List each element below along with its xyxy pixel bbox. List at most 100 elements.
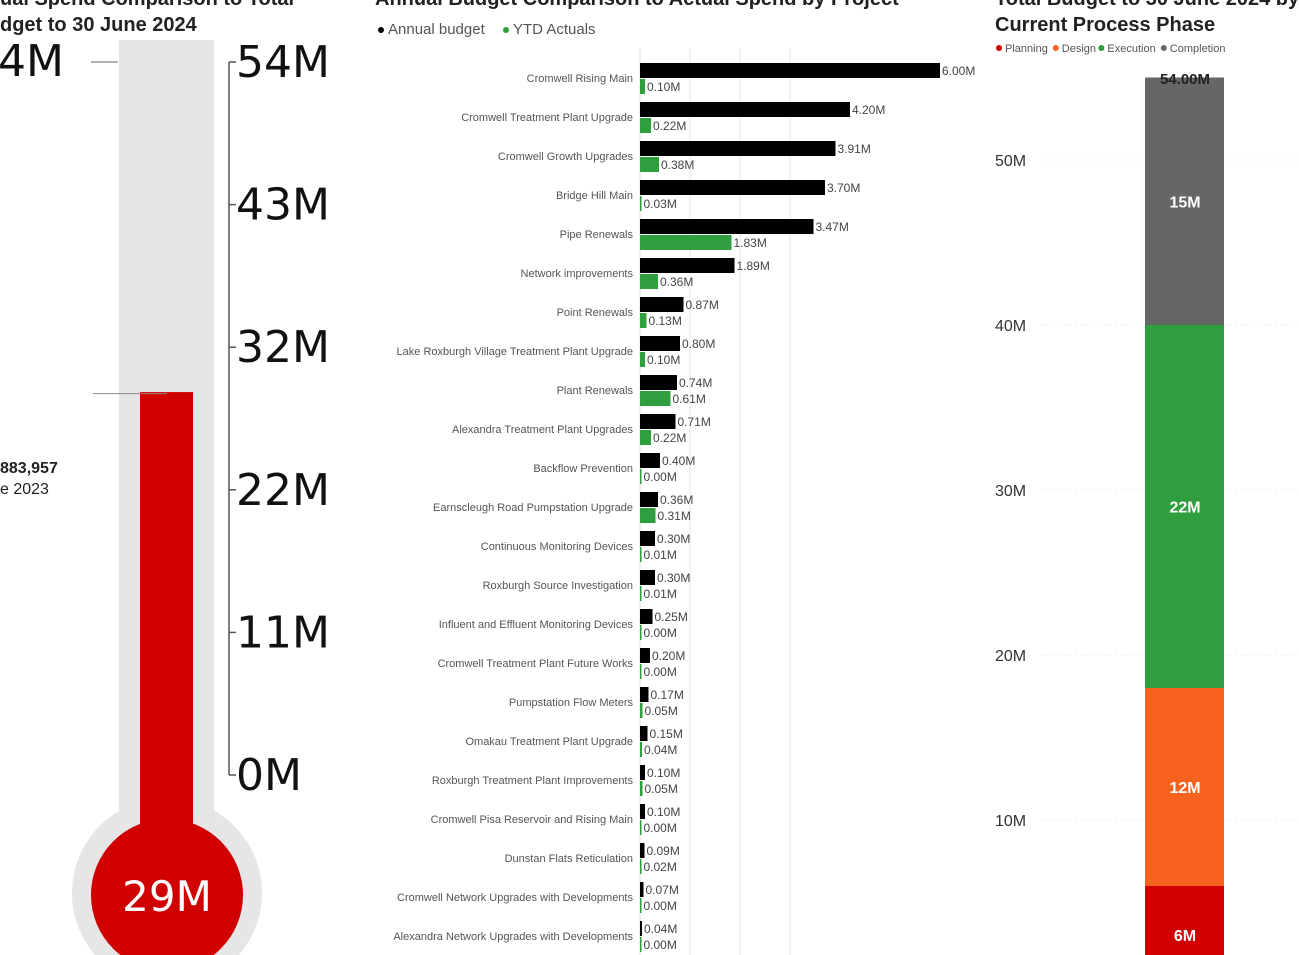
category-label-influent-and-effluent-monitoring-devices: Influent and Effluent Monitoring Devices [439,619,634,631]
value-label-ytd-actuals: 0.38M [661,158,694,172]
bar-annual-budget-cromwell-growth-upgrades [640,141,836,156]
value-label-ytd-actuals: 0.01M [644,587,677,601]
category-label-cromwell-rising-main: Cromwell Rising Main [527,73,633,85]
bar-annual-budget-cromwell-pisa-reservoir-and-rising-main [640,804,645,819]
value-label-annual-budget: 3.47M [816,220,849,234]
value-label-ytd-actuals: 0.05M [645,782,678,796]
legend-label-execution: Execution [1107,43,1155,55]
legend-marker-design [1052,45,1059,51]
category-label-cromwell-treatment-plant-upgrade: Cromwell Treatment Plant Upgrade [461,112,633,124]
value-label-ytd-actuals: 0.36M [660,275,693,289]
bar-ytd-actuals-bridge-hill-main [640,196,642,211]
segment-label-planning: 6M [1174,928,1196,945]
legend-label-design: Design [1062,43,1096,55]
legend-marker-annual-budget [378,27,384,33]
bar-ytd-actuals-roxburgh-treatment-plant-improvements [640,781,643,796]
legend-label-ytd-actuals: YTD Actuals [513,21,596,38]
value-label-ytd-actuals: 0.00M [644,938,677,952]
thermometer-bulb [91,819,243,955]
thermometer-tick-label: 0M [236,750,302,801]
thermometer-tick-label: 22M [236,465,330,516]
segment-label-completion: 15M [1169,194,1200,211]
category-label-cromwell-pisa-reservoir-and-rising-main: Cromwell Pisa Reservoir and Rising Main [431,814,633,826]
value-label-annual-budget: 0.20M [652,649,685,663]
bar-ytd-actuals-pumpstation-flow-meters [640,703,643,718]
bar-ytd-actuals-backflow-prevention [640,469,642,484]
bar-ytd-actuals-cromwell-treatment-plant-upgrade [640,118,651,133]
bar-ytd-actuals-pipe-renewals [640,235,732,250]
segment-execution [1145,325,1224,688]
category-label-point-renewals: Point Renewals [557,307,634,319]
bar-annual-budget-pumpstation-flow-meters [640,687,649,702]
thermometer-value-label: 29M [122,872,212,921]
value-label-ytd-actuals: 0.00M [644,821,677,835]
budget-thermometer-chart: ual Spend Comparison to Total dget to 30… [0,0,330,955]
thermometer-target-label: 4M [0,36,64,87]
category-label-dunstan-flats-reticulation: Dunstan Flats Reticulation [505,853,633,865]
bar-annual-budget-pipe-renewals [640,219,814,234]
bar-ytd-actuals-continuous-monitoring-devices [640,547,642,562]
category-label-lake-roxburgh-village-treatment-plant-upgrade: Lake Roxburgh Village Treatment Plant Up… [397,346,633,358]
bar-annual-budget-influent-and-effluent-monitoring-devices [640,609,653,624]
bar-ytd-actuals-cromwell-growth-upgrades [640,157,659,172]
category-label-cromwell-growth-upgrades: Cromwell Growth Upgrades [498,151,634,163]
legend-marker-execution [1098,45,1105,51]
value-label-ytd-actuals: 0.10M [647,80,680,94]
bar-annual-budget-bridge-hill-main [640,180,825,195]
thermometer-tick-label: 11M [236,607,330,658]
category-label-network-improvements: Network improvements [521,268,634,280]
bar-ytd-actuals-network-improvements [640,274,658,289]
value-label-annual-budget: 0.71M [678,415,711,429]
stacked-title-line-2: Current Process Phase [995,14,1215,36]
bar-chart-value-labels: 6.00M 0.10M 4.20M 0.22M 3.91M 0.38M 3.70M 0.03M… [644,64,976,952]
value-label-ytd-actuals: 0.22M [653,431,686,445]
stacked-legend: Planning Design Execution Completion [996,43,1225,55]
value-label-ytd-actuals: 0.00M [644,665,677,679]
thermometer-title-line-2: dget to 30 June 2024 [0,14,198,36]
bar-ytd-actuals-cromwell-network-upgrades-with-developments [640,898,642,913]
category-label-pumpstation-flow-meters: Pumpstation Flow Meters [509,697,634,709]
bar-annual-budget-cromwell-rising-main [640,63,940,78]
value-label-annual-budget: 0.25M [655,610,688,624]
bar-annual-budget-backflow-prevention [640,453,660,468]
legend-marker-ytd-actuals [503,27,509,33]
category-label-alexandra-treatment-plant-upgrades: Alexandra Treatment Plant Upgrades [452,424,633,436]
value-label-ytd-actuals: 0.01M [644,548,677,562]
bar-annual-budget-cromwell-treatment-plant-future-works [640,648,650,663]
category-label-alexandra-network-upgrades-with-developments: Alexandra Network Upgrades with Developm… [393,931,633,943]
category-label-omakau-treatment-plant-upgrade: Omakau Treatment Plant Upgrade [465,736,633,748]
bar-annual-budget-lake-roxburgh-village-treatment-plant-upgrade [640,336,680,351]
value-label-ytd-actuals: 0.00M [644,470,677,484]
bar-annual-budget-earnscleugh-road-pumpstation-upgrade [640,492,658,507]
bar-chart-title: Annual Budget Comparison to Actual Spend… [375,0,899,10]
value-label-ytd-actuals: 0.22M [653,119,686,133]
bar-annual-budget-roxburgh-source-investigation [640,570,655,585]
stacked-total-label: 54.00M [1160,71,1210,88]
bar-annual-budget-cromwell-network-upgrades-with-developments [640,882,644,897]
bar-annual-budget-cromwell-treatment-plant-upgrade [640,102,850,117]
thermometer-annotation-label: e 2023 [0,481,49,498]
category-label-pipe-renewals: Pipe Renewals [560,229,634,241]
bar-ytd-actuals-omakau-treatment-plant-upgrade [640,742,642,757]
bar-annual-budget-dunstan-flats-reticulation [640,843,645,858]
bar-chart-legend: Annual budget YTD Actuals [378,21,596,38]
project-budget-bar-chart: Annual Budget Comparison to Actual Spend… [375,0,975,955]
value-label-annual-budget: 0.30M [657,571,690,585]
value-label-annual-budget: 0.74M [679,376,712,390]
bar-ytd-actuals-alexandra-treatment-plant-upgrades [640,430,651,445]
bar-ytd-actuals-cromwell-treatment-plant-future-works [640,664,642,679]
bar-annual-budget-roxburgh-treatment-plant-improvements [640,765,645,780]
bar-ytd-actuals-alexandra-network-upgrades-with-developments [640,937,642,952]
value-label-annual-budget: 0.30M [657,532,690,546]
category-label-plant-renewals: Plant Renewals [557,385,634,397]
bar-annual-budget-plant-renewals [640,375,677,390]
value-label-annual-budget: 0.10M [647,766,680,780]
process-phase-stacked-chart: Total Budget to 30 June 2024 by Current … [995,0,1299,955]
value-label-annual-budget: 1.89M [737,259,770,273]
category-label-continuous-monitoring-devices: Continuous Monitoring Devices [481,541,634,553]
value-label-annual-budget: 6.00M [942,64,975,78]
category-label-cromwell-treatment-plant-future-works: Cromwell Treatment Plant Future Works [438,658,634,670]
category-label-roxburgh-source-investigation: Roxburgh Source Investigation [483,580,633,592]
value-label-annual-budget: 0.10M [647,805,680,819]
thermometer-title-line-1: ual Spend Comparison to Total [0,0,294,10]
